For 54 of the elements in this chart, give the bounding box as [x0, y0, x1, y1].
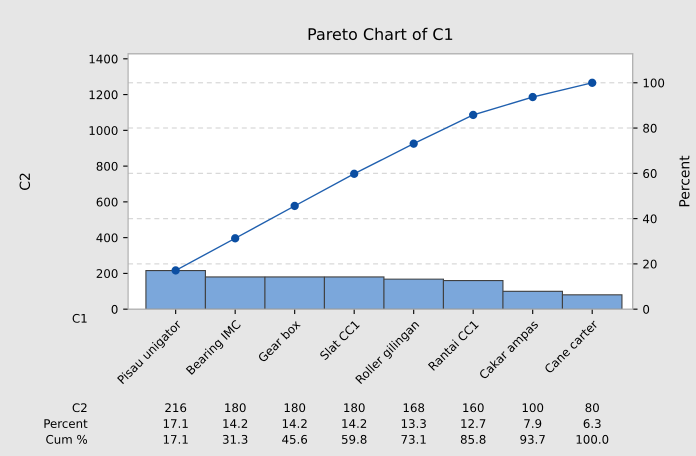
text: 7.9 [524, 419, 542, 428]
y-axis-title: C2 [20, 174, 30, 190]
y2-tick-label: 60 [643, 169, 657, 178]
point [350, 170, 358, 178]
text: 12.7 [461, 419, 486, 428]
data-label: 85.8 [460, 434, 486, 444]
text: 14.2 [223, 419, 248, 428]
data-label: 45.6 [282, 434, 308, 444]
data-label: 180 [225, 403, 246, 412]
text: 6.3 [584, 419, 601, 428]
data-label: 100.0 [576, 434, 608, 444]
data-label: 31.3 [222, 434, 248, 444]
chart-title: Pareto Chart of C1 [308, 28, 452, 40]
x-axis-title: C1 [72, 314, 87, 323]
text: C2 [72, 403, 87, 412]
text: Percent [44, 419, 88, 428]
y-tick-label: 1000 [90, 126, 118, 135]
y2-tick-label: 100 [644, 78, 664, 88]
point [588, 78, 596, 87]
point [469, 110, 478, 120]
y-tick-label: 200 [96, 269, 118, 278]
text: 17.1 [164, 419, 188, 428]
data-label: 73.1 [402, 434, 426, 444]
y-tick-label: 800 [96, 162, 118, 171]
y-tick-label: 400 [96, 233, 118, 242]
y2-tick-label: 20 [643, 260, 657, 269]
y-tick-label: 1400 [90, 54, 118, 64]
data-label: 160 [463, 403, 484, 412]
point [410, 140, 418, 148]
y-tick-label: 600 [96, 198, 118, 207]
text: 13.3 [402, 419, 426, 428]
x-tick-label: Slat CC1 [319, 320, 360, 360]
text: 14.2 [282, 419, 307, 428]
y2-axis-title: Percent [679, 156, 690, 206]
data-label: 93.7 [520, 434, 545, 444]
y-tick-label: 1200 [90, 90, 118, 100]
y2-tick-label: 0 [643, 304, 650, 314]
y2-tick-label: 40 [642, 214, 657, 224]
data-label: 216 [165, 403, 186, 412]
point [528, 92, 537, 102]
point [172, 266, 180, 275]
data-label: 17.1 [164, 435, 188, 444]
data-label: 180 [284, 403, 306, 412]
data-label: 59.8 [342, 434, 367, 444]
y-tick-label: 0 [112, 304, 118, 314]
data-label: 80 [585, 403, 599, 412]
data-label: 100 [522, 403, 544, 412]
text: Cum % [46, 434, 88, 444]
point [290, 202, 299, 210]
data-label: 168 [404, 403, 424, 412]
point [231, 234, 240, 242]
data-label: 180 [344, 403, 365, 412]
y2-tick-label: 80 [643, 124, 657, 133]
text: 14.2 [342, 419, 366, 428]
